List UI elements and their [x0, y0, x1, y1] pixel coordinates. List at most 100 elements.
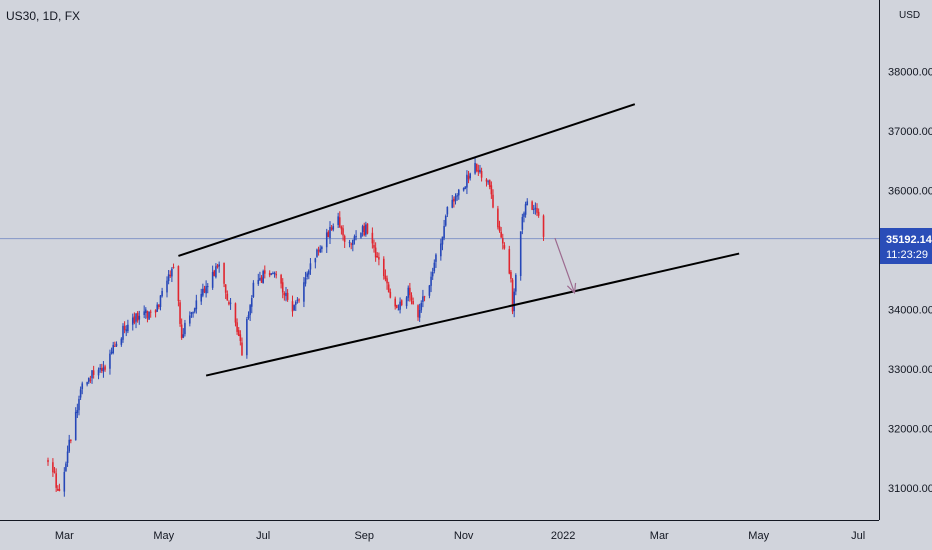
- candle: [319, 245, 322, 254]
- candle-body: [352, 239, 354, 246]
- candle-body: [104, 366, 106, 370]
- candle-body: [319, 248, 322, 253]
- candle-body: [394, 298, 396, 307]
- candle: [66, 445, 69, 467]
- candle-body: [342, 228, 344, 236]
- candle-body: [400, 300, 403, 306]
- candle: [159, 295, 162, 311]
- lower-channel-trendline[interactable]: [205, 252, 740, 377]
- candle: [304, 271, 307, 287]
- candle-body: [272, 273, 274, 275]
- candle-body: [498, 226, 501, 231]
- candle-body: [264, 270, 266, 274]
- candle: [205, 280, 207, 298]
- candle-body: [378, 257, 380, 260]
- projection-arrow-shaft: [554, 237, 576, 294]
- candle-body: [418, 310, 421, 318]
- price-tick-label: 32000.00: [888, 424, 932, 436]
- candle-body: [308, 270, 310, 275]
- candle: [382, 256, 385, 280]
- candle-body: [79, 389, 82, 398]
- candle-body: [542, 215, 545, 237]
- candle: [120, 337, 123, 347]
- candle: [294, 300, 297, 312]
- candle-body: [488, 180, 491, 187]
- candle-body: [47, 459, 49, 463]
- candle: [420, 300, 423, 313]
- candle-body: [329, 226, 331, 238]
- projection-arrow[interactable]: [554, 237, 577, 295]
- candle-body: [338, 217, 341, 227]
- symbol-label[interactable]: US30, 1D, FX: [6, 9, 80, 23]
- candle-body: [171, 268, 173, 277]
- candle-body: [332, 226, 335, 230]
- candle-body: [431, 272, 434, 277]
- plot-area[interactable]: [0, 103, 879, 497]
- candle-body: [145, 309, 147, 313]
- candle: [534, 202, 537, 215]
- candle: [373, 239, 375, 253]
- candle-body: [154, 310, 157, 313]
- candle: [464, 186, 467, 190]
- candle-body: [216, 265, 219, 268]
- candle: [97, 367, 100, 380]
- time-axis[interactable]: Mar May Jul Sep Nov 2022 Mar May Jul: [55, 530, 865, 542]
- candle-body: [303, 282, 305, 302]
- candle: [228, 300, 230, 306]
- candle: [177, 265, 180, 307]
- candle-body: [286, 292, 289, 300]
- candle-body: [503, 245, 506, 249]
- candle: [348, 239, 351, 248]
- candle-body: [86, 382, 88, 385]
- candle: [423, 295, 426, 302]
- candle: [190, 311, 193, 318]
- candle-body: [180, 324, 183, 339]
- candle: [446, 206, 449, 218]
- candle-body: [133, 316, 136, 323]
- candle: [146, 310, 149, 323]
- candle-body: [293, 305, 295, 311]
- price-tick-label: 36000.00: [888, 186, 932, 198]
- candle: [454, 193, 457, 205]
- candle-body: [70, 439, 72, 442]
- candle-body: [63, 471, 66, 492]
- candle-body: [350, 243, 352, 245]
- time-tick-label: Nov: [454, 530, 474, 542]
- candle-body: [515, 274, 517, 292]
- candle-body: [443, 225, 445, 238]
- candle: [143, 305, 145, 319]
- candle: [431, 267, 434, 280]
- upper-channel-trendline[interactable]: [178, 103, 636, 257]
- candle-body: [101, 368, 103, 371]
- candle: [169, 270, 172, 278]
- candle: [260, 275, 263, 283]
- candle: [211, 265, 214, 290]
- candle: [387, 281, 390, 293]
- candle: [110, 347, 113, 355]
- candle-body: [184, 322, 186, 335]
- candle-body: [467, 175, 470, 180]
- candle: [293, 304, 295, 311]
- candle: [485, 178, 488, 187]
- price-axis[interactable]: 31000.00 32000.00 33000.00 34000.00 36000.00…: [888, 67, 932, 496]
- candle-body: [211, 272, 214, 288]
- candle-body: [371, 232, 374, 244]
- candle: [508, 245, 511, 275]
- candle: [338, 211, 341, 228]
- candle: [515, 273, 517, 296]
- candle: [397, 304, 400, 311]
- candle-body: [519, 231, 522, 276]
- candle-body: [262, 271, 264, 284]
- candle-body: [53, 471, 56, 473]
- candle-body: [143, 311, 145, 315]
- candle-body: [317, 250, 320, 252]
- candle-body: [453, 198, 455, 202]
- price-tick-label: 31000.00: [888, 483, 932, 495]
- candle-body: [259, 277, 261, 281]
- candle-body: [389, 291, 392, 298]
- candle-body: [149, 311, 152, 313]
- candle: [374, 242, 377, 262]
- candle-body: [102, 367, 105, 372]
- candle: [273, 271, 276, 278]
